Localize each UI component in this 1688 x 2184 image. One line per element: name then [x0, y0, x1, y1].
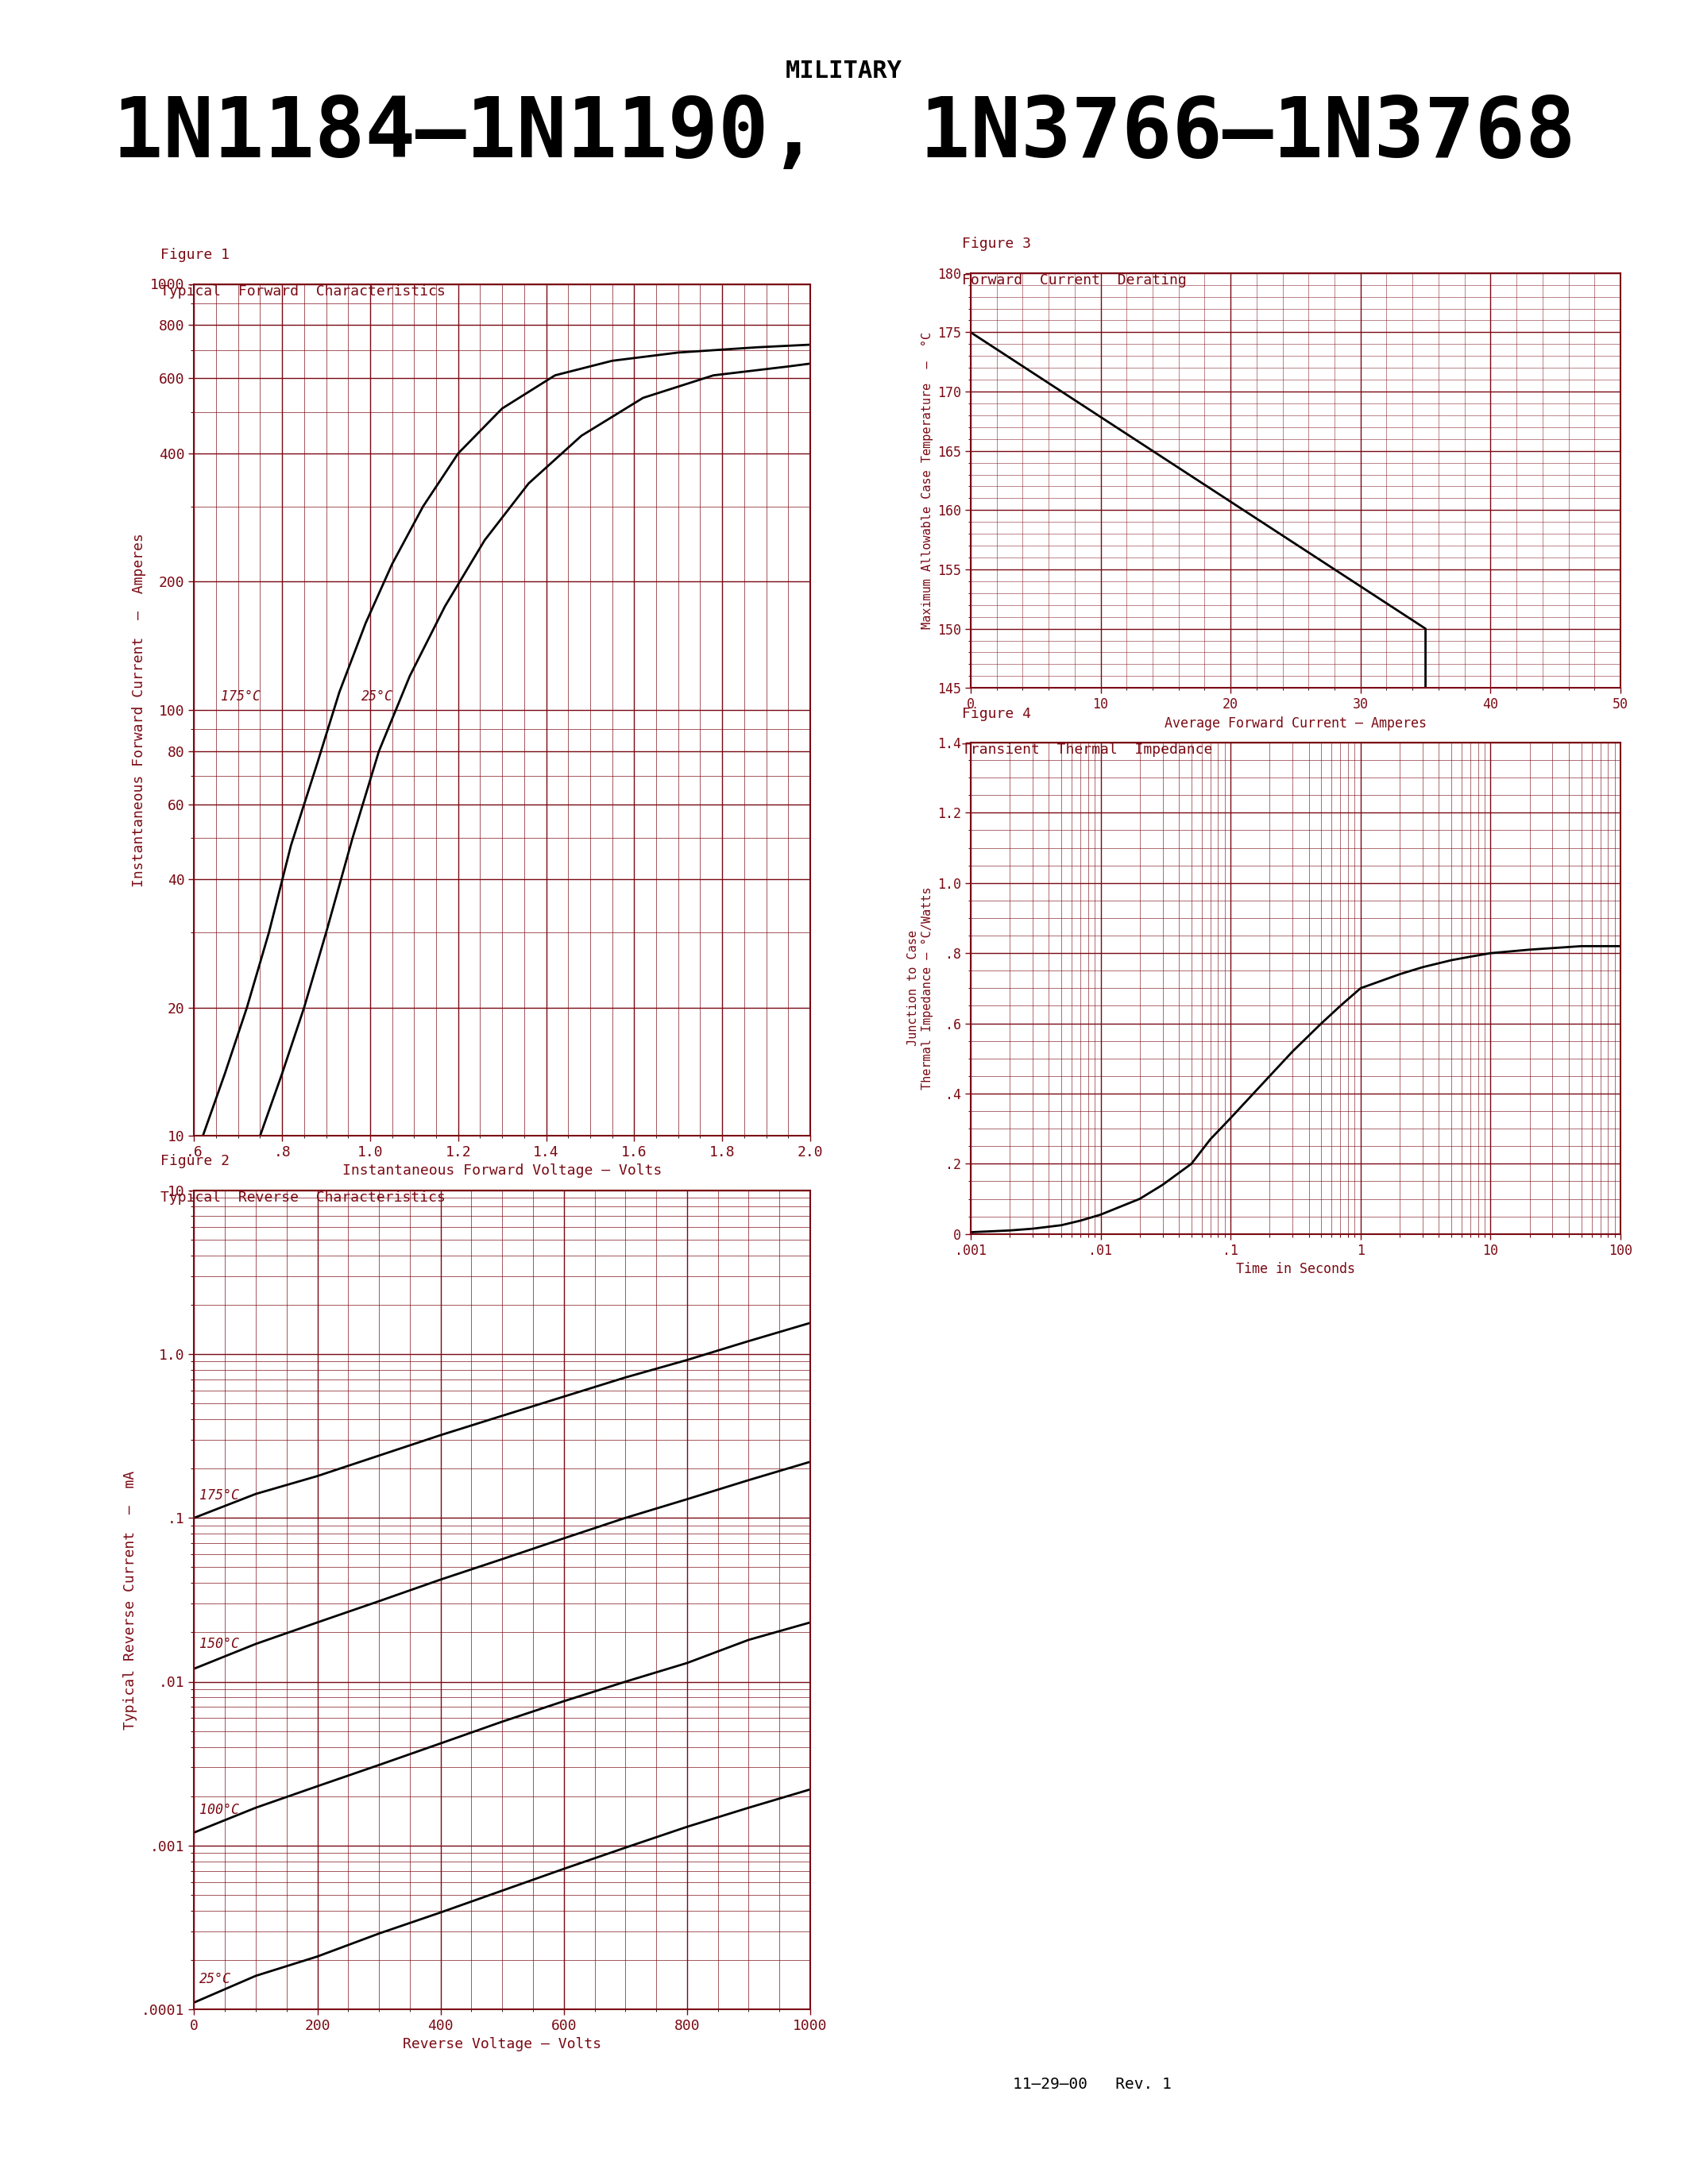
Y-axis label: Maximum Allowable Case Temperature  —  °C: Maximum Allowable Case Temperature — °C: [922, 332, 933, 629]
Text: Figure 3: Figure 3: [962, 236, 1031, 251]
X-axis label: Time in Seconds: Time in Seconds: [1236, 1262, 1355, 1275]
Text: 1N1184–1N1190,  1N3766–1N3768: 1N1184–1N1190, 1N3766–1N3768: [113, 94, 1575, 175]
Y-axis label: Typical Reverse Current  —  mA: Typical Reverse Current — mA: [123, 1470, 137, 1730]
X-axis label: Average Forward Current — Amperes: Average Forward Current — Amperes: [1165, 716, 1426, 729]
Text: Typical  Reverse  Characteristics: Typical Reverse Characteristics: [160, 1190, 446, 1206]
Text: 100°C: 100°C: [199, 1804, 238, 1817]
Text: 11–29–00   Rev. 1: 11–29–00 Rev. 1: [1013, 2077, 1171, 2092]
Text: Figure 2: Figure 2: [160, 1153, 230, 1168]
Text: 175°C: 175°C: [221, 690, 260, 703]
Text: Forward  Current  Derating: Forward Current Derating: [962, 273, 1187, 288]
Text: 150°C: 150°C: [199, 1638, 238, 1651]
Text: 25°C: 25°C: [199, 1972, 231, 1985]
Y-axis label: Instantaneous Forward Current  —  Amperes: Instantaneous Forward Current — Amperes: [132, 533, 145, 887]
X-axis label: Reverse Voltage — Volts: Reverse Voltage — Volts: [403, 2038, 601, 2051]
Text: Figure 1: Figure 1: [160, 247, 230, 262]
Text: Typical  Forward  Characteristics: Typical Forward Characteristics: [160, 284, 446, 299]
Text: Figure 4: Figure 4: [962, 705, 1031, 721]
Text: MILITARY: MILITARY: [785, 59, 903, 83]
Text: 25°C: 25°C: [361, 690, 393, 703]
Y-axis label: Junction to Case
Thermal Impedance — °C/Watts: Junction to Case Thermal Impedance — °C/…: [906, 887, 933, 1090]
Text: 175°C: 175°C: [199, 1487, 238, 1503]
X-axis label: Instantaneous Forward Voltage — Volts: Instantaneous Forward Voltage — Volts: [343, 1164, 662, 1177]
Text: Transient  Thermal  Impedance: Transient Thermal Impedance: [962, 743, 1212, 758]
